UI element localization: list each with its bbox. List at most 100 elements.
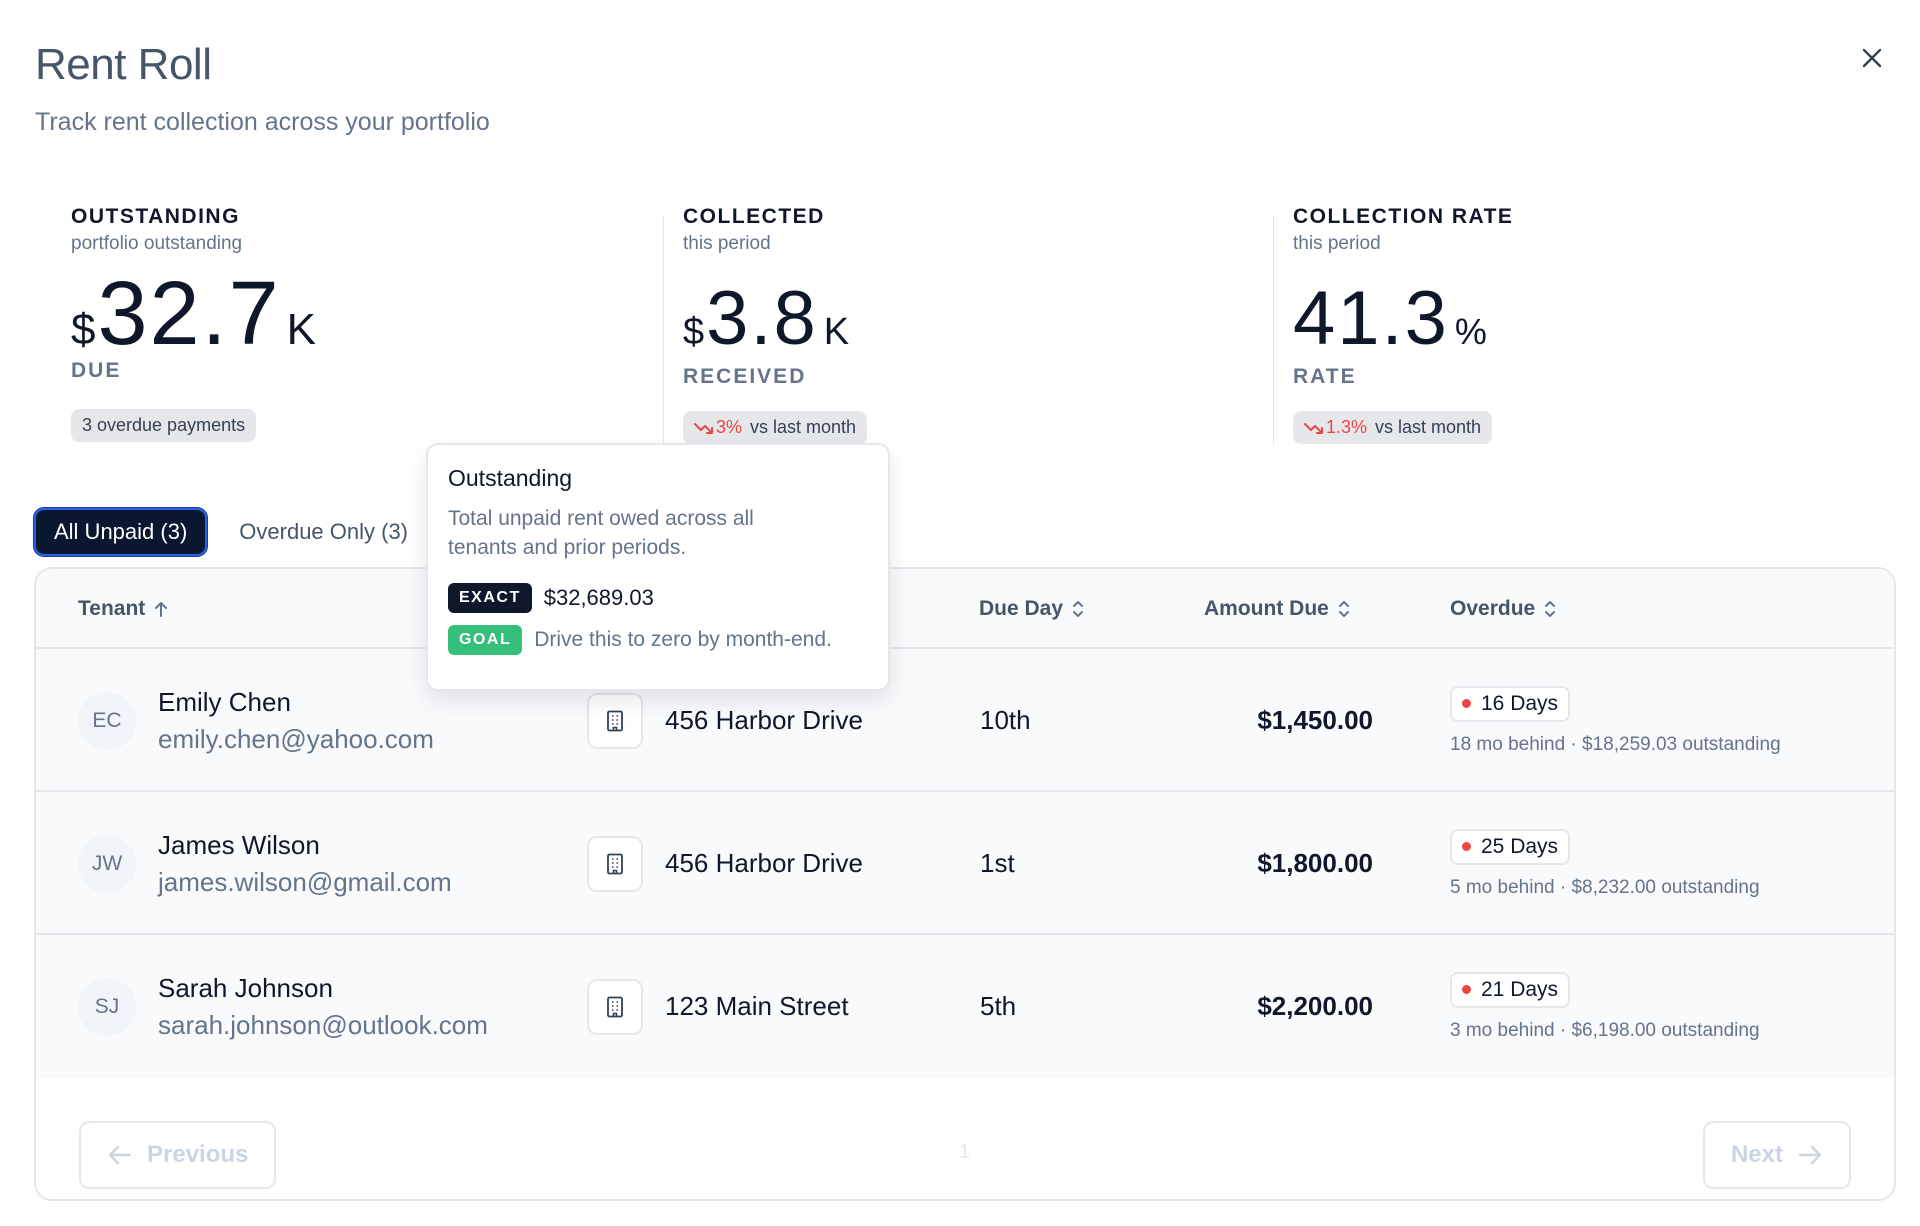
metric-prefix: $ bbox=[71, 305, 96, 354]
property-address: 456 Harbor Drive bbox=[665, 848, 863, 878]
tab-overdue-only[interactable]: Overdue Only (3) bbox=[239, 519, 409, 544]
metric-sub: this period bbox=[1293, 233, 1381, 254]
overdue-cell: 21 Days 3 mo behind · $6,198.00 outstand… bbox=[1450, 935, 1760, 1078]
tooltip-description: Total unpaid rent owed across all tenant… bbox=[448, 507, 754, 560]
rent-table: Tenant Due Day Amount Due Overdue bbox=[34, 567, 1896, 1201]
column-header-due-day[interactable]: Due Day bbox=[979, 569, 1085, 649]
delta-pill: 1.3% vs last month bbox=[1293, 411, 1493, 444]
overdue-badge: 16 Days bbox=[1450, 685, 1571, 722]
overdue-payments-pill: 3 overdue payments bbox=[71, 409, 257, 442]
metric-sub: portfolio outstanding bbox=[71, 233, 243, 254]
metric-label: COLLECTED bbox=[683, 205, 825, 228]
metric-value: 41.3 % bbox=[1293, 281, 1513, 357]
property-cell: 456 Harbor Drive bbox=[587, 649, 863, 792]
building-icon bbox=[587, 692, 643, 749]
metric-suffix: K bbox=[286, 305, 317, 354]
pagination: Previous 1 Next bbox=[36, 1083, 1894, 1199]
tenant-email: james.wilson@gmail.com bbox=[158, 866, 452, 897]
pill-text: 3 overdue payments bbox=[82, 415, 246, 435]
arrow-up-icon bbox=[155, 602, 168, 617]
overdue-badge: 25 Days bbox=[1450, 828, 1571, 865]
metric-suffix: % bbox=[1454, 311, 1487, 352]
page-header: Rent Roll Track rent collection across y… bbox=[35, 40, 490, 137]
filter-tabs: All Unpaid (3) Overdue Only (3) bbox=[34, 508, 426, 556]
overdue-badge: 21 Days bbox=[1450, 971, 1571, 1008]
tenant-info: James Wilson james.wilson@gmail.com bbox=[158, 830, 452, 898]
overdue-cell: 25 Days 5 mo behind · $8,232.00 outstand… bbox=[1450, 792, 1760, 935]
overdue-days: 21 Days bbox=[1481, 977, 1559, 1001]
page-title: Rent Roll bbox=[35, 40, 212, 89]
goal-tag: GOAL bbox=[448, 624, 523, 655]
previous-label: Previous bbox=[147, 1141, 249, 1168]
tenant-cell: SJ Sarah Johnson sarah.johnson@outlook.c… bbox=[78, 935, 488, 1078]
overdue-detail: 3 mo behind · $6,198.00 outstanding bbox=[1450, 1019, 1760, 1041]
metric-divider bbox=[1273, 215, 1274, 445]
avatar: EC bbox=[78, 691, 136, 750]
tooltip-goal-row: GOAL Drive this to zero by month-end. bbox=[448, 624, 868, 655]
metric-number: 32.7 bbox=[97, 264, 281, 364]
tenant-cell: JW James Wilson james.wilson@gmail.com bbox=[78, 792, 452, 935]
table-header: Tenant Due Day Amount Due Overdue bbox=[36, 569, 1894, 649]
metric-label: OUTSTANDING bbox=[71, 205, 240, 228]
goal-text: Drive this to zero by month-end. bbox=[534, 627, 832, 651]
due-day: 10th bbox=[980, 705, 1031, 735]
metric-value: $ 3.8 K bbox=[683, 281, 867, 357]
amount-due: $2,200.00 bbox=[1257, 991, 1373, 1021]
next-label: Next bbox=[1730, 1141, 1783, 1168]
property-cell: 456 Harbor Drive bbox=[587, 792, 863, 935]
property-address: 123 Main Street bbox=[665, 991, 849, 1021]
table-row[interactable]: EC Emily Chen emily.chen@yahoo.com 456 H… bbox=[36, 649, 1894, 792]
delta-value: 3% bbox=[716, 417, 743, 437]
overdue-days: 16 Days bbox=[1481, 691, 1559, 715]
amount-due: $1,450.00 bbox=[1257, 705, 1373, 735]
sort-updown-icon bbox=[1338, 601, 1349, 617]
tenant-email: emily.chen@yahoo.com bbox=[158, 723, 434, 754]
column-header-tenant[interactable]: Tenant bbox=[78, 569, 169, 649]
column-label: Amount Due bbox=[1204, 597, 1329, 620]
metric-divider bbox=[663, 215, 664, 445]
arrow-right-icon bbox=[1798, 1145, 1822, 1165]
avatar: SJ bbox=[78, 977, 136, 1036]
column-label: Due Day bbox=[979, 597, 1064, 620]
trend-down-icon bbox=[1304, 422, 1323, 434]
previous-button[interactable]: Previous bbox=[79, 1121, 277, 1189]
tenant-email: sarah.johnson@outlook.com bbox=[158, 1009, 488, 1040]
arrow-left-icon bbox=[108, 1145, 132, 1165]
table-row[interactable]: JW James Wilson james.wilson@gmail.com 4… bbox=[36, 792, 1894, 935]
column-header-amount-due[interactable]: Amount Due bbox=[1204, 569, 1351, 649]
building-icon bbox=[587, 978, 643, 1035]
status-dot bbox=[1462, 842, 1471, 851]
table-row[interactable]: SJ Sarah Johnson sarah.johnson@outlook.c… bbox=[36, 935, 1894, 1078]
page-subtitle: Track rent collection across your portfo… bbox=[35, 108, 490, 136]
next-button[interactable]: Next bbox=[1702, 1121, 1851, 1189]
column-label: Tenant bbox=[78, 597, 146, 620]
tenant-info: Sarah Johnson sarah.johnson@outlook.com bbox=[158, 973, 488, 1041]
metric-outstanding[interactable]: OUTSTANDING portfolio outstanding $ 32.7… bbox=[71, 205, 316, 445]
amount-due: $1,800.00 bbox=[1257, 848, 1373, 878]
page-number: 1 bbox=[959, 1141, 971, 1163]
metric-collection-rate[interactable]: COLLECTION RATE this period 41.3 % RATE … bbox=[1293, 205, 1513, 445]
delta-value: 1.3% bbox=[1326, 417, 1368, 437]
tenant-name: Emily Chen bbox=[158, 686, 291, 717]
metric-caption: RECEIVED bbox=[683, 365, 807, 388]
overdue-days: 25 Days bbox=[1481, 834, 1559, 858]
close-icon bbox=[1862, 48, 1882, 68]
status-dot bbox=[1462, 985, 1471, 994]
metric-collected[interactable]: COLLECTED this period $ 3.8 K RECEIVED 3… bbox=[683, 205, 868, 445]
tab-all-unpaid[interactable]: All Unpaid (3) bbox=[34, 508, 208, 556]
sort-updown-icon bbox=[1545, 601, 1556, 617]
tenant-cell: EC Emily Chen emily.chen@yahoo.com bbox=[78, 649, 434, 792]
overdue-detail: 5 mo behind · $8,232.00 outstanding bbox=[1450, 876, 1760, 898]
due-day: 1st bbox=[980, 848, 1015, 878]
metric-label: COLLECTION RATE bbox=[1293, 205, 1514, 228]
delta-pill: 3% vs last month bbox=[683, 411, 868, 444]
metric-number: 3.8 bbox=[706, 276, 818, 361]
metric-prefix: $ bbox=[683, 311, 705, 353]
outstanding-tooltip: Outstanding Total unpaid rent owed acros… bbox=[426, 443, 890, 691]
column-label: Overdue bbox=[1450, 597, 1536, 620]
sort-updown-icon bbox=[1073, 601, 1084, 617]
tooltip-title: Outstanding bbox=[448, 465, 573, 491]
status-dot bbox=[1462, 699, 1471, 708]
close-button[interactable] bbox=[1850, 36, 1894, 80]
column-header-overdue[interactable]: Overdue bbox=[1450, 569, 1557, 649]
